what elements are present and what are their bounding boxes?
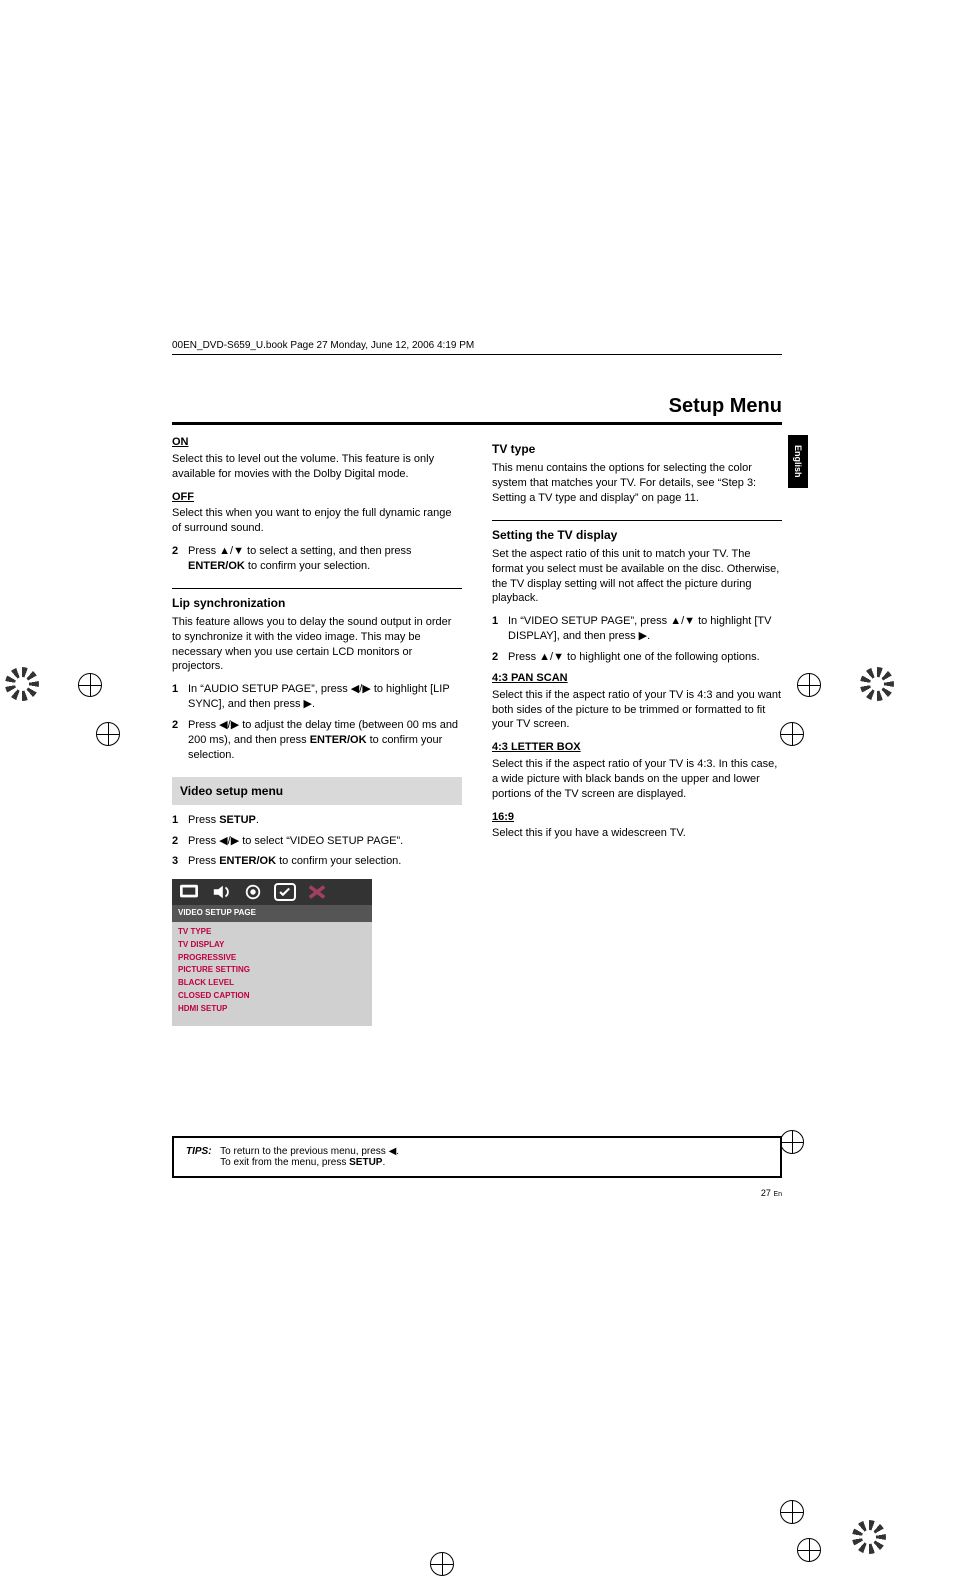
on-body: Select this to level out the volume. Thi… — [172, 452, 462, 482]
off-body: Select this when you want to enjoy the f… — [172, 506, 462, 536]
registration-cookie — [860, 667, 894, 701]
registration-mark — [780, 722, 804, 746]
lip-sync-title: Lip synchronization — [172, 588, 462, 611]
osd-menu-item: HDMI SETUP — [178, 1003, 366, 1016]
page-number: 27 En — [172, 1188, 782, 1198]
display-step-2: 2 Press ▲/▼ to highlight one of the foll… — [492, 650, 782, 665]
step-body: Press ◀/▶ to adjust the delay time (betw… — [188, 718, 462, 763]
registration-mark — [797, 1538, 821, 1562]
content-columns: ON Select this to level out the volume. … — [172, 435, 782, 1026]
osd-menu-illustration: VIDEO SETUP PAGE TV TYPE TV DISPLAY PROG… — [172, 879, 372, 1025]
registration-cookie — [5, 667, 39, 701]
video-step-3: 3 Press ENTER/OK to confirm your selecti… — [172, 854, 462, 869]
tips-line-2: To exit from the menu, press SETUP. — [220, 1157, 385, 1168]
video-setup-box: Video setup menu — [172, 777, 462, 805]
tips-box: TIPS: To return to the previous menu, pr… — [172, 1136, 782, 1178]
lip-step-2: 2 Press ◀/▶ to adjust the delay time (be… — [172, 718, 462, 763]
video-step-1: 1 Press SETUP. — [172, 813, 462, 828]
registration-mark — [780, 1500, 804, 1524]
panscan-body: Select this if the aspect ratio of your … — [492, 688, 782, 733]
check-icon — [274, 883, 296, 901]
language-tab: English — [788, 435, 808, 488]
display-step-1: 1 In “VIDEO SETUP PAGE”, press ▲/▼ to hi… — [492, 614, 782, 644]
registration-cookie — [852, 1520, 886, 1554]
step-number: 2 — [172, 834, 182, 849]
off-heading: OFF — [172, 490, 462, 505]
letterbox-heading: 4:3 LETTER BOX — [492, 740, 782, 755]
tips-label: TIPS: — [186, 1146, 212, 1157]
osd-menu-body: TV TYPE TV DISPLAY PROGRESSIVE PICTURE S… — [172, 922, 372, 1026]
osd-menu-item: PICTURE SETTING — [178, 964, 366, 977]
step-2-confirm: 2 Press ▲/▼ to select a setting, and the… — [172, 544, 462, 574]
tv-type-body: This menu contains the options for selec… — [492, 461, 782, 506]
video-step-2: 2 Press ◀/▶ to select “VIDEO SETUP PAGE”… — [172, 834, 462, 849]
step-number: 1 — [492, 614, 502, 644]
widescreen-heading: 16:9 — [492, 810, 782, 825]
osd-menu-item: TV TYPE — [178, 926, 366, 939]
registration-mark — [430, 1552, 454, 1576]
lip-step-1: 1 In “AUDIO SETUP PAGE”, press ◀/▶ to hi… — [172, 682, 462, 712]
close-icon — [306, 883, 328, 901]
step-body: Press SETUP. — [188, 813, 259, 828]
on-heading: ON — [172, 435, 462, 450]
osd-menu-item: TV DISPLAY — [178, 939, 366, 952]
tv-display-body: Set the aspect ratio of this unit to mat… — [492, 547, 782, 606]
osd-menu-item: PROGRESSIVE — [178, 952, 366, 965]
tv-icon — [178, 883, 200, 901]
registration-mark — [96, 722, 120, 746]
speaker-icon — [210, 883, 232, 901]
page-container: 00EN_DVD-S659_U.book Page 27 Monday, Jun… — [172, 340, 782, 1198]
running-header: 00EN_DVD-S659_U.book Page 27 Monday, Jun… — [172, 340, 782, 355]
osd-menu-header: VIDEO SETUP PAGE — [172, 905, 372, 922]
registration-mark — [78, 673, 102, 697]
registration-mark — [780, 1130, 804, 1154]
tv-type-title: TV type — [492, 441, 782, 457]
step-number: 2 — [172, 718, 182, 763]
letterbox-body: Select this if the aspect ratio of your … — [492, 757, 782, 802]
right-column: English TV type This menu contains the o… — [492, 435, 782, 1026]
panscan-heading: 4:3 PAN SCAN — [492, 671, 782, 686]
step-number: 3 — [172, 854, 182, 869]
tv-display-title: Setting the TV display — [492, 520, 782, 543]
registration-mark — [797, 673, 821, 697]
widescreen-body: Select this if you have a widescreen TV. — [492, 826, 782, 841]
step-number: 1 — [172, 813, 182, 828]
step-body: Press ▲/▼ to select a setting, and then … — [188, 544, 462, 574]
step-body: Press ◀/▶ to select “VIDEO SETUP PAGE”. — [188, 834, 403, 849]
step-number: 2 — [172, 544, 182, 574]
osd-menu-item: BLACK LEVEL — [178, 977, 366, 990]
tips-line-1: To return to the previous menu, press ◀. — [220, 1146, 399, 1157]
step-body: In “AUDIO SETUP PAGE”, press ◀/▶ to high… — [188, 682, 462, 712]
camera-icon — [242, 883, 264, 901]
osd-menu-item: CLOSED CAPTION — [178, 990, 366, 1003]
step-body: In “VIDEO SETUP PAGE”, press ▲/▼ to high… — [508, 614, 782, 644]
chapter-title: Setup Menu — [172, 395, 782, 425]
step-body: Press ▲/▼ to highlight one of the follow… — [508, 650, 760, 665]
left-column: ON Select this to level out the volume. … — [172, 435, 462, 1026]
step-body: Press ENTER/OK to confirm your selection… — [188, 854, 401, 869]
osd-icon-row — [172, 879, 372, 905]
lip-sync-body: This feature allows you to delay the sou… — [172, 615, 462, 674]
step-number: 1 — [172, 682, 182, 712]
step-number: 2 — [492, 650, 502, 665]
